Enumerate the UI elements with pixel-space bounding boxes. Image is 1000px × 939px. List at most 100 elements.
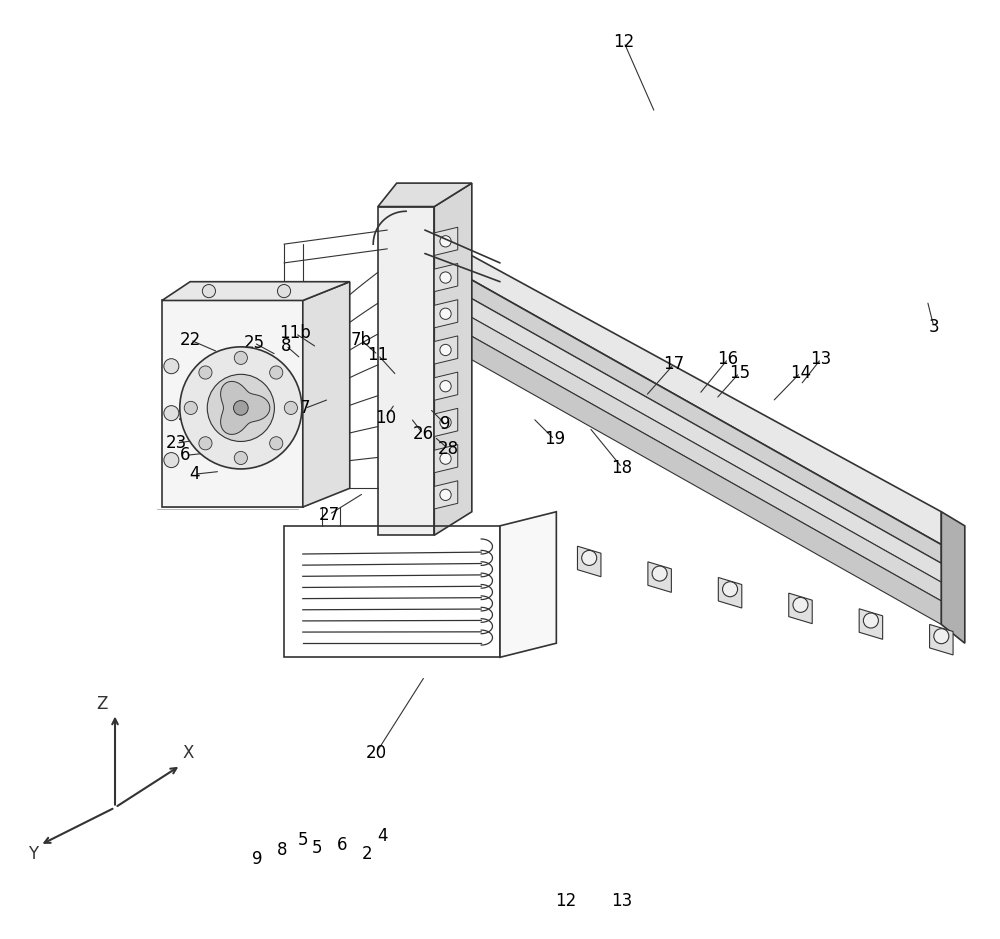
Polygon shape [500, 512, 556, 657]
Circle shape [202, 285, 215, 298]
Text: 5: 5 [312, 839, 322, 857]
Polygon shape [941, 512, 965, 643]
Polygon shape [434, 408, 458, 437]
Text: 27: 27 [319, 505, 340, 524]
Text: 13: 13 [811, 349, 832, 368]
Circle shape [234, 452, 247, 465]
Text: 16: 16 [718, 349, 739, 368]
Polygon shape [930, 624, 953, 655]
Polygon shape [425, 230, 941, 545]
Polygon shape [425, 291, 941, 601]
Circle shape [207, 375, 274, 441]
Text: 18: 18 [612, 458, 633, 477]
Circle shape [164, 359, 179, 374]
Text: 8: 8 [281, 336, 291, 355]
Text: 1: 1 [209, 415, 220, 434]
Text: 11b: 11b [279, 324, 311, 343]
Polygon shape [434, 300, 458, 328]
Text: Y: Y [28, 845, 38, 863]
Circle shape [180, 346, 302, 469]
Circle shape [270, 437, 283, 450]
Circle shape [199, 437, 212, 450]
Text: 15: 15 [729, 363, 750, 382]
Circle shape [440, 489, 451, 500]
Text: 13: 13 [611, 892, 633, 911]
Polygon shape [434, 444, 458, 472]
Circle shape [582, 550, 597, 565]
Circle shape [277, 285, 291, 298]
Polygon shape [221, 381, 270, 435]
Text: 21: 21 [178, 406, 199, 424]
Circle shape [440, 345, 451, 356]
Circle shape [199, 366, 212, 379]
Circle shape [511, 535, 526, 550]
Text: 5: 5 [298, 831, 308, 850]
Text: 12: 12 [613, 33, 635, 52]
Text: 4: 4 [190, 465, 200, 484]
Polygon shape [434, 481, 458, 509]
Circle shape [234, 401, 248, 415]
Circle shape [284, 401, 297, 414]
Circle shape [723, 581, 738, 597]
Polygon shape [378, 207, 434, 535]
Text: 24: 24 [225, 415, 246, 434]
Polygon shape [434, 227, 458, 255]
Polygon shape [789, 593, 812, 623]
Polygon shape [434, 372, 458, 400]
Polygon shape [378, 183, 472, 207]
Text: 7: 7 [299, 399, 310, 418]
Text: 7b: 7b [351, 331, 372, 349]
Circle shape [440, 453, 451, 464]
Polygon shape [434, 183, 472, 535]
Polygon shape [648, 562, 671, 593]
Text: 28: 28 [438, 439, 459, 458]
Text: 23: 23 [165, 434, 187, 453]
Text: 2: 2 [361, 845, 372, 864]
Circle shape [440, 417, 451, 428]
Circle shape [440, 308, 451, 319]
Text: 12: 12 [555, 892, 576, 911]
Text: 6: 6 [337, 836, 347, 854]
Text: 10: 10 [375, 408, 396, 427]
Circle shape [164, 406, 179, 421]
Text: 9: 9 [440, 415, 451, 434]
Polygon shape [434, 336, 458, 364]
Polygon shape [162, 300, 303, 507]
Polygon shape [425, 254, 941, 563]
Circle shape [440, 272, 451, 284]
Circle shape [440, 236, 451, 247]
Text: 3: 3 [929, 317, 939, 336]
Polygon shape [434, 264, 458, 292]
Polygon shape [387, 230, 425, 300]
Text: 20: 20 [365, 744, 387, 762]
Polygon shape [507, 531, 531, 562]
Text: 9: 9 [252, 850, 263, 869]
Polygon shape [425, 272, 941, 582]
Circle shape [863, 613, 878, 628]
Circle shape [270, 366, 283, 379]
Text: 19: 19 [544, 430, 565, 449]
Circle shape [164, 453, 179, 468]
Polygon shape [859, 608, 883, 639]
Circle shape [184, 401, 197, 414]
Text: 8: 8 [277, 840, 287, 859]
Circle shape [934, 629, 949, 644]
Text: 17: 17 [663, 355, 684, 374]
Text: 4: 4 [377, 826, 388, 845]
Text: 26: 26 [412, 424, 434, 443]
Polygon shape [425, 310, 941, 624]
Circle shape [793, 597, 808, 612]
Polygon shape [303, 282, 350, 507]
Text: 6: 6 [180, 446, 191, 465]
Text: X: X [183, 744, 194, 762]
Circle shape [440, 380, 451, 392]
Circle shape [652, 566, 667, 581]
Circle shape [234, 351, 247, 364]
Polygon shape [718, 577, 742, 608]
Text: 14: 14 [790, 363, 811, 382]
Text: 25: 25 [243, 333, 265, 352]
Text: Z: Z [96, 695, 108, 713]
Text: 22: 22 [180, 331, 201, 349]
Text: 11: 11 [367, 346, 389, 364]
Polygon shape [577, 546, 601, 577]
